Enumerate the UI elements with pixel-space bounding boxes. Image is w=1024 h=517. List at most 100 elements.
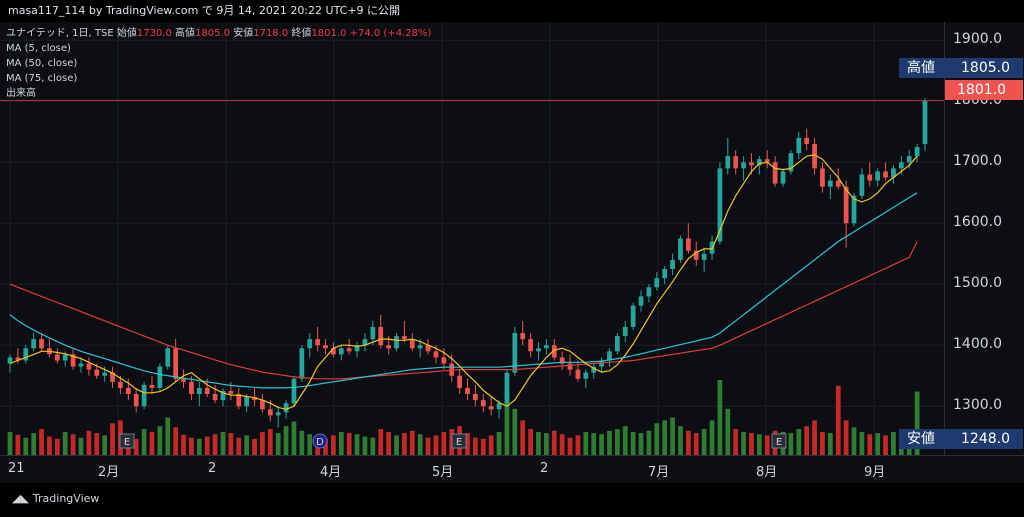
candle[interactable] xyxy=(812,137,817,175)
candle[interactable] xyxy=(725,137,731,175)
candle[interactable] xyxy=(465,378,470,401)
candle[interactable] xyxy=(157,363,163,391)
candle[interactable] xyxy=(315,326,320,352)
candle[interactable] xyxy=(70,348,76,370)
earnings-marker[interactable]: E xyxy=(771,433,787,449)
candle[interactable] xyxy=(544,339,549,355)
candle[interactable] xyxy=(110,366,115,388)
candle[interactable] xyxy=(54,348,60,364)
candle[interactable] xyxy=(275,406,281,428)
candle[interactable] xyxy=(685,223,691,254)
candle[interactable] xyxy=(307,333,313,358)
price-axis[interactable]: 1900.0 1800.0 1700.0 1600.0 1500.0 1400.0 1300… xyxy=(899,22,1024,455)
candle[interactable] xyxy=(662,265,668,285)
candle[interactable] xyxy=(646,284,652,303)
candle[interactable] xyxy=(528,333,533,358)
candle[interactable] xyxy=(804,128,810,151)
candle[interactable] xyxy=(236,387,242,410)
candle[interactable] xyxy=(173,339,179,382)
candle[interactable] xyxy=(141,381,147,410)
candle[interactable] xyxy=(370,320,376,346)
candle[interactable] xyxy=(914,143,920,163)
candle[interactable] xyxy=(536,342,541,361)
candle[interactable] xyxy=(457,369,462,395)
candle[interactable] xyxy=(488,397,494,416)
candle[interactable] xyxy=(764,150,770,169)
candle[interactable] xyxy=(362,333,368,352)
candle[interactable] xyxy=(354,342,360,358)
candle[interactable] xyxy=(86,357,92,376)
candle[interactable] xyxy=(165,345,171,370)
candle[interactable] xyxy=(678,235,683,263)
candle[interactable] xyxy=(346,339,352,355)
candle[interactable] xyxy=(252,387,257,407)
candle[interactable] xyxy=(859,168,865,199)
legend-ma50[interactable]: MA (50, close) xyxy=(6,58,78,69)
candle[interactable] xyxy=(630,302,636,330)
candle[interactable] xyxy=(220,387,226,407)
candle[interactable] xyxy=(520,320,526,346)
candle[interactable] xyxy=(607,348,612,367)
candle[interactable] xyxy=(835,168,841,190)
candle[interactable] xyxy=(47,339,52,358)
candle[interactable] xyxy=(693,241,699,266)
tradingview-brand[interactable]: ◢◣ TradingView xyxy=(12,492,99,505)
candle[interactable] xyxy=(338,345,344,361)
candle[interactable] xyxy=(820,162,825,193)
candle[interactable] xyxy=(260,394,265,413)
candle[interactable] xyxy=(741,156,746,181)
candle[interactable] xyxy=(827,174,833,199)
candle[interactable] xyxy=(394,333,399,352)
candle[interactable] xyxy=(670,253,675,276)
candle[interactable] xyxy=(733,150,739,175)
candle[interactable] xyxy=(149,375,155,395)
candle[interactable] xyxy=(756,156,762,175)
candle[interactable] xyxy=(425,339,431,355)
legend-ma75[interactable]: MA (75, close) xyxy=(6,73,78,84)
candle[interactable] xyxy=(622,320,628,343)
candle[interactable] xyxy=(473,384,478,407)
candle[interactable] xyxy=(78,357,84,373)
candle[interactable] xyxy=(922,98,928,152)
candle[interactable] xyxy=(575,360,581,382)
candle[interactable] xyxy=(615,333,620,355)
candle[interactable] xyxy=(402,320,407,343)
candle[interactable] xyxy=(323,339,328,355)
earnings-marker[interactable]: E xyxy=(451,433,467,449)
time-axis[interactable]: 21 2月 2 4月 5月 2 7月 8月 9月 xyxy=(0,455,1024,483)
candle[interactable] xyxy=(780,168,786,187)
candle[interactable] xyxy=(299,345,305,382)
candle[interactable] xyxy=(212,384,218,404)
candle[interactable] xyxy=(796,131,802,160)
earnings-marker[interactable]: E xyxy=(119,433,135,449)
legend-volume[interactable]: 出来高 xyxy=(6,88,36,99)
candle[interactable] xyxy=(875,168,881,187)
candle[interactable] xyxy=(480,394,486,413)
candle[interactable] xyxy=(788,150,794,175)
candle[interactable] xyxy=(891,165,896,184)
candle[interactable] xyxy=(504,369,510,407)
candle[interactable] xyxy=(228,381,234,401)
candle[interactable] xyxy=(559,351,565,370)
candle[interactable] xyxy=(196,381,202,407)
candle[interactable] xyxy=(409,333,415,352)
candle[interactable] xyxy=(133,387,139,413)
candle[interactable] xyxy=(512,326,518,376)
candle[interactable] xyxy=(39,333,44,352)
candle[interactable] xyxy=(599,357,604,373)
candle[interactable] xyxy=(583,369,589,388)
candle[interactable] xyxy=(31,333,37,352)
candle[interactable] xyxy=(291,375,297,407)
candle[interactable] xyxy=(378,314,384,349)
candle[interactable] xyxy=(331,342,336,358)
candle[interactable] xyxy=(441,348,447,370)
candle[interactable] xyxy=(591,363,597,379)
candle[interactable] xyxy=(867,162,873,187)
candle[interactable] xyxy=(772,156,778,187)
candle[interactable] xyxy=(701,247,707,273)
dividend-marker[interactable]: D xyxy=(312,433,328,449)
candle[interactable] xyxy=(654,272,660,291)
candle[interactable] xyxy=(23,345,29,364)
